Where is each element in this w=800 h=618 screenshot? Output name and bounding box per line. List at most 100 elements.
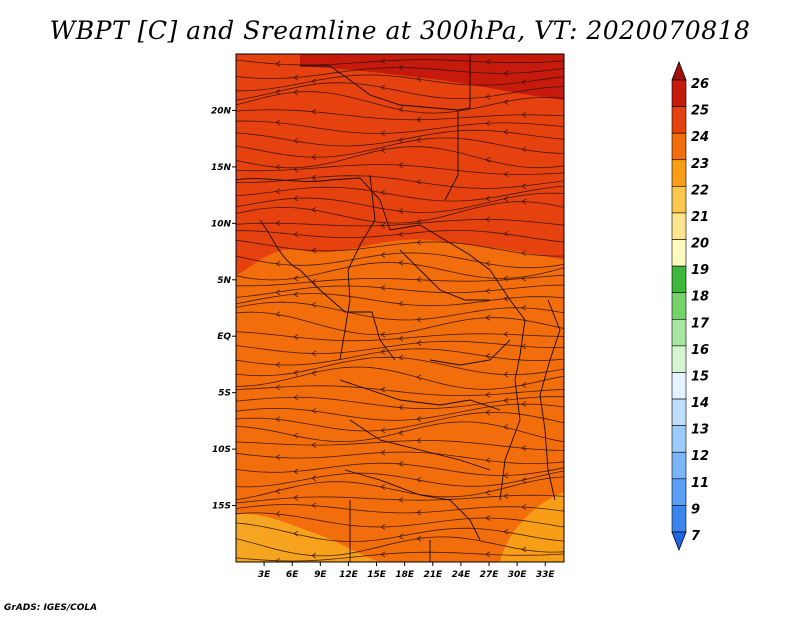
- x-tick-label: 9E: [314, 570, 327, 580]
- streamline-arrow: [293, 334, 299, 340]
- streamline: [236, 311, 564, 336]
- x-tick-label: 6E: [286, 570, 299, 580]
- streamline-arrow: [521, 198, 527, 205]
- colorbar-label: 26: [691, 77, 709, 92]
- streamline-arrow: [380, 147, 386, 154]
- x-tick-label: 30E: [508, 570, 528, 580]
- streamline-arrow: [380, 84, 386, 91]
- y-tick-label: 20N: [211, 106, 232, 116]
- streamline-arrow: [311, 442, 317, 448]
- streamline-arrow: [293, 494, 299, 501]
- colorbar: 26 25 24 23 22 21 20 19 18 17 16 15 14 13 12 11 9 7: [671, 60, 710, 552]
- streamline: [236, 82, 564, 101]
- streamline-arrow: [380, 130, 386, 137]
- streamline: [236, 230, 564, 243]
- streamline-arrow: [485, 392, 491, 398]
- country-borders: [236, 54, 561, 562]
- colorbar-swatch: [671, 425, 687, 453]
- streamline-arrow: [416, 178, 422, 185]
- colorbar-swatch: [671, 345, 687, 373]
- streamline-arrow: [311, 247, 317, 254]
- streamline-arrow: [416, 137, 422, 143]
- streamlines: [236, 58, 564, 562]
- colorbar-top-arrow: [671, 60, 687, 81]
- colorbar-label: 14: [691, 396, 709, 411]
- streamline-arrow: [521, 304, 527, 311]
- field-region-southwest: [236, 514, 380, 562]
- streamline-arrow: [416, 374, 422, 381]
- streamline: [236, 536, 564, 557]
- streamline-arrow: [503, 230, 509, 237]
- streamline: [236, 137, 564, 158]
- streamline-arrow: [398, 335, 404, 342]
- y-tick-label: 15N: [211, 163, 232, 173]
- streamline-arrow: [275, 416, 281, 423]
- streamline-arrow: [485, 120, 491, 127]
- streamline: [236, 67, 564, 79]
- streamline-arrow: [275, 188, 281, 195]
- streamline-arrow: [293, 275, 299, 282]
- streamline-arrow: [416, 416, 422, 422]
- streamline: [236, 301, 564, 321]
- streamline-arrow: [275, 511, 281, 517]
- streamline-arrow: [380, 252, 386, 258]
- streamline: [236, 504, 564, 514]
- streamline: [236, 239, 564, 257]
- colorbar-swatch: [671, 398, 687, 426]
- y-tick-label: 10N: [211, 219, 232, 229]
- streamline: [236, 385, 564, 397]
- streamline-arrow: [485, 216, 491, 223]
- streamline-arrow: [380, 484, 386, 490]
- streamline: [236, 403, 564, 421]
- streamline-arrow: [485, 457, 491, 464]
- colorbar-swatch: [671, 292, 687, 320]
- streamline-arrow: [485, 195, 491, 202]
- streamline-arrow: [521, 445, 527, 451]
- x-tick-label: 27E: [480, 570, 500, 580]
- streamline: [236, 494, 564, 504]
- field-region-far-north: [300, 54, 564, 100]
- streamline-arrow: [503, 424, 509, 430]
- streamline-arrow: [485, 59, 491, 65]
- streamline-arrow: [398, 106, 404, 113]
- streamline-arrow: [380, 222, 386, 229]
- streamline: [236, 340, 564, 354]
- colorbar-swatch: [671, 505, 687, 533]
- streamline-arrow: [485, 515, 491, 521]
- streamline-arrow: [485, 314, 491, 321]
- y-tick-label: EQ: [217, 332, 231, 342]
- streamline-arrow: [416, 239, 422, 246]
- colorbar-label: 9: [691, 502, 700, 517]
- streamline-arrow: [398, 354, 404, 361]
- map-field: [236, 54, 564, 562]
- streamline: [236, 74, 564, 92]
- streamline-arrow: [521, 382, 527, 388]
- y-tick-label: 5N: [217, 276, 231, 286]
- colorbar-label: 24: [691, 130, 709, 145]
- streamline-arrow: [521, 546, 527, 553]
- colorbar-swatch: [671, 265, 687, 294]
- streamline-arrow: [398, 496, 404, 503]
- streamline-arrow: [521, 183, 527, 189]
- streamline-arrow: [503, 493, 509, 499]
- streamline-arrow: [293, 74, 299, 81]
- streamline: [236, 356, 564, 377]
- colorbar-label: 21: [691, 210, 709, 225]
- streamline-arrow: [275, 557, 281, 562]
- streamline-arrow: [485, 353, 491, 359]
- colorbar-label: 15: [691, 369, 709, 384]
- streamline: [236, 512, 564, 528]
- streamline: [236, 252, 564, 269]
- streamline-arrow: [275, 164, 281, 171]
- streamline-arrow: [311, 350, 317, 357]
- streamline-arrow: [521, 146, 527, 153]
- streamline-arrow: [521, 477, 527, 484]
- streamline-arrow: [416, 276, 422, 283]
- streamline-arrow: [485, 409, 491, 416]
- streamline: [236, 59, 564, 66]
- colorbar-bottom-arrow: [671, 531, 687, 552]
- streamline-arrow: [380, 449, 386, 456]
- streamline-arrow: [485, 156, 491, 163]
- streamline-arrow: [416, 535, 422, 542]
- streamline-arrow: [521, 504, 527, 510]
